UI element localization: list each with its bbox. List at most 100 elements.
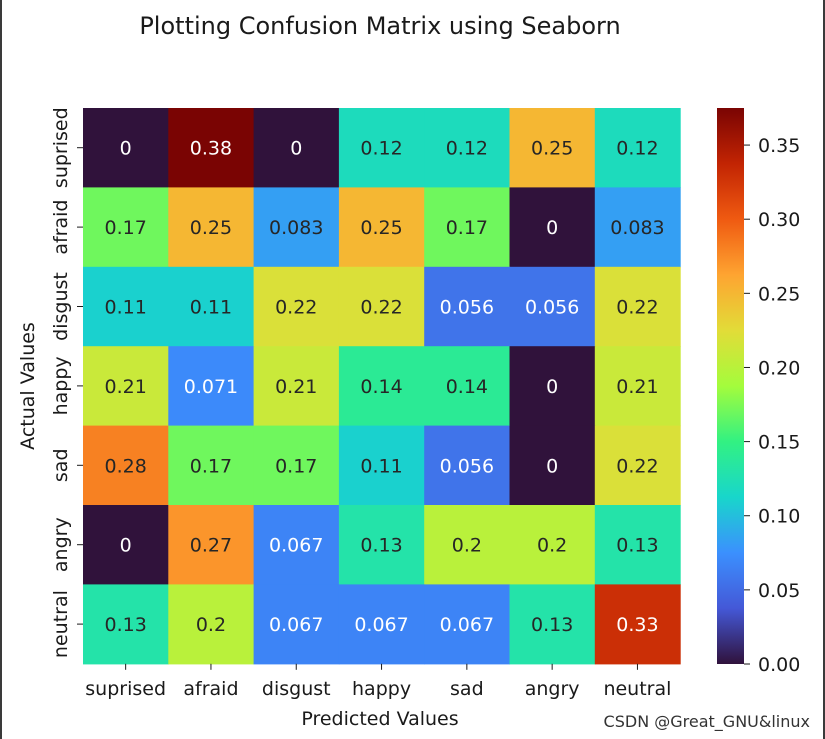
colorbar-tick-label: 0.20 xyxy=(758,357,800,379)
cell-value-label: 0 xyxy=(120,535,132,557)
cell-value-label: 0.27 xyxy=(190,535,232,557)
cell-value-label: 0.11 xyxy=(190,297,232,319)
heatmap-cell xyxy=(509,584,596,665)
cell-value-label: 0.13 xyxy=(360,535,402,557)
cell-value-label: 0.067 xyxy=(354,614,408,636)
cell-value-label: 0.056 xyxy=(440,297,494,319)
y-tick-label: angry xyxy=(50,517,72,572)
heatmap-cell xyxy=(509,108,596,188)
colorbar-tick-label: 0.05 xyxy=(758,580,800,602)
cell-value-label: 0.14 xyxy=(446,376,488,398)
x-tick-label: happy xyxy=(352,678,411,700)
heatmap-cell xyxy=(594,108,681,188)
heatmap-cell xyxy=(253,187,340,268)
x-tick-label: neutral xyxy=(603,678,671,700)
heatmap-cell xyxy=(253,346,340,427)
cell-value-label: 0.056 xyxy=(525,297,579,319)
cell-value-label: 0.21 xyxy=(104,376,146,398)
cell-value-label: 0.083 xyxy=(610,217,664,239)
y-tick-label: suprised xyxy=(50,107,72,188)
heatmap-cell xyxy=(338,108,425,188)
cell-value-label: 0.12 xyxy=(616,138,658,160)
heatmap-cell xyxy=(594,584,681,665)
cell-value-label: 0.2 xyxy=(537,535,567,557)
cell-value-label: 0.071 xyxy=(184,376,238,398)
cell-value-label: 0.056 xyxy=(440,455,494,477)
y-tick-labels: suprised afraid disgust happy sad angry neutra… xyxy=(50,107,83,658)
cell-value-label: 0 xyxy=(546,217,558,239)
heatmap-cell xyxy=(168,584,255,665)
cell-value-label: 0.25 xyxy=(360,217,402,239)
colorbar-tick-label: 0.30 xyxy=(758,209,800,231)
heatmap-cell xyxy=(253,505,340,585)
window-frame-right xyxy=(823,0,825,739)
x-tick-label: sad xyxy=(450,678,484,700)
heatmap-cell xyxy=(168,505,255,585)
cell-value-label: 0.17 xyxy=(104,217,146,239)
heatmap-cell xyxy=(83,505,169,585)
colorbar-ticks: 0.00 0.05 0.10 0.15 0.20 0.25 0.30 0.35 xyxy=(744,135,800,676)
heatmap-cell xyxy=(253,425,340,506)
chart-title: Plotting Confusion Matrix using Seaborn xyxy=(139,12,620,40)
cell-value-label: 0.067 xyxy=(269,614,323,636)
x-tick-label: suprised xyxy=(85,678,166,700)
cell-value-label: 0.13 xyxy=(531,614,573,636)
cell-value-label: 0.083 xyxy=(269,217,323,239)
cell-value-label: 0.11 xyxy=(360,455,402,477)
y-tick-label: disgust xyxy=(50,272,72,341)
cell-value-label: 0.067 xyxy=(440,614,494,636)
heatmap-cell xyxy=(338,266,425,347)
window-frame-left xyxy=(0,0,2,739)
heatmap-cell xyxy=(253,108,340,188)
heatmap-cell xyxy=(338,425,425,506)
heatmap-cells: 0 0.38 0 0.12 0.12 0.25 0.12 0.17 0.25 0.083 0.25 0… xyxy=(83,108,681,665)
cell-value-label: 0.11 xyxy=(104,297,146,319)
cell-value-label: 0.13 xyxy=(104,614,146,636)
colorbar-tick-label: 0.25 xyxy=(758,283,800,305)
cell-value-label: 0.14 xyxy=(360,376,402,398)
heatmap-cell xyxy=(509,266,596,347)
cell-value-label: 0.22 xyxy=(616,455,658,477)
heatmap-cell xyxy=(594,266,681,347)
cell-value-label: 0.17 xyxy=(446,217,488,239)
cell-value-label: 0.13 xyxy=(616,535,658,557)
cell-value-label: 0.22 xyxy=(275,297,317,319)
y-tick-label: happy xyxy=(50,356,72,415)
colorbar xyxy=(717,108,744,664)
heatmap-cell xyxy=(509,187,596,268)
colorbar-tick-label: 0.00 xyxy=(758,654,800,676)
cell-value-label: 0.38 xyxy=(190,138,232,160)
heatmap-cell xyxy=(338,346,425,427)
heatmap-cell xyxy=(594,425,681,506)
heatmap-cell xyxy=(424,425,511,506)
cell-value-label: 0.22 xyxy=(616,297,658,319)
heatmap-cell xyxy=(424,346,511,427)
y-tick-label: neutral xyxy=(50,590,72,658)
heatmap-cell xyxy=(424,505,511,585)
colorbar-tick-label: 0.10 xyxy=(758,506,800,528)
y-tick-label: afraid xyxy=(50,200,72,255)
heatmap-cell xyxy=(594,187,681,268)
heatmap-cell xyxy=(424,187,511,268)
colorbar-tick-label: 0.15 xyxy=(758,432,800,454)
cell-value-label: 0.2 xyxy=(452,535,482,557)
heatmap-cell xyxy=(83,108,169,188)
heatmap-cell xyxy=(83,346,169,427)
cell-value-label: 0.2 xyxy=(196,614,226,636)
cell-value-label: 0.33 xyxy=(616,614,658,636)
y-tick-label: sad xyxy=(50,448,72,482)
heatmap-cell xyxy=(338,584,425,665)
heatmap-cell xyxy=(509,425,596,506)
heatmap-cell xyxy=(83,266,169,347)
heatmap-cell xyxy=(168,346,255,427)
heatmap-cell xyxy=(253,266,340,347)
heatmap-cell xyxy=(168,425,255,506)
x-axis-label: Predicted Values xyxy=(301,708,458,730)
cell-value-label: 0.25 xyxy=(190,217,232,239)
cell-value-label: 0.12 xyxy=(446,138,488,160)
y-axis-label: Actual Values xyxy=(17,322,39,450)
cell-value-label: 0.067 xyxy=(269,535,323,557)
heatmap-cell xyxy=(509,346,596,427)
heatmap-cell xyxy=(424,108,511,188)
cell-value-label: 0.22 xyxy=(360,297,402,319)
